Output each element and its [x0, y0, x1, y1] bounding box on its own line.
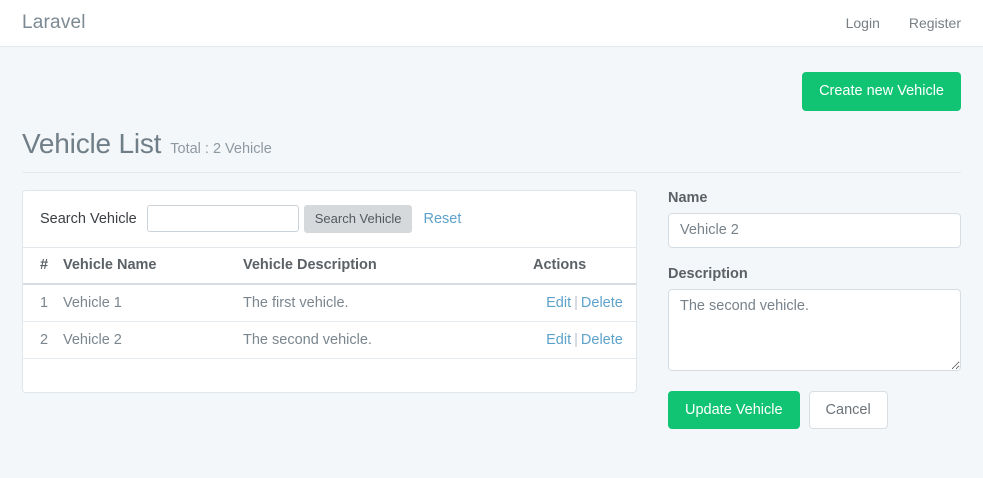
action-separator: |: [574, 294, 578, 311]
description-textarea[interactable]: [668, 288, 961, 371]
vehicle-list-column: Search Vehicle Search Vehicle Reset # Ve…: [22, 189, 637, 393]
search-input[interactable]: [146, 205, 299, 233]
edit-link[interactable]: Edit: [546, 331, 572, 348]
table-body: 1 Vehicle 1 The first vehicle. Edit | Dele…: [23, 283, 636, 359]
table-head: # Vehicle Name Vehicle Description Actio…: [23, 247, 636, 285]
toolbar: Create new Vehicle: [22, 47, 961, 111]
column-header-vehicle-name: Vehicle Name: [63, 247, 243, 285]
cell-vehicle-name: Vehicle 2: [63, 321, 243, 359]
create-new-vehicle-button[interactable]: Create new Vehicle: [802, 72, 961, 111]
navbar-links: Login Register: [846, 15, 961, 31]
edit-link[interactable]: Edit: [546, 294, 572, 311]
cell-vehicle-description: The second vehicle.: [243, 321, 533, 359]
cell-vehicle-description: The first vehicle.: [243, 283, 533, 322]
action-separator: |: [574, 331, 578, 348]
vehicle-form-column: Name Description Update Vehicle Cancel: [668, 189, 961, 429]
description-field-group: Description: [668, 266, 961, 371]
form-actions: Update Vehicle Cancel: [668, 390, 961, 429]
delete-link[interactable]: Delete: [580, 331, 623, 348]
column-header-number: #: [23, 247, 63, 285]
page-content: Create new Vehicle Vehicle List Total : …: [0, 47, 983, 429]
table-header-row: # Vehicle Name Vehicle Description Actio…: [23, 247, 636, 285]
navbar: Laravel Login Register: [0, 0, 983, 47]
update-vehicle-button[interactable]: Update Vehicle: [668, 390, 800, 429]
page-subtitle-total: Total : 2 Vehicle: [170, 140, 272, 157]
content-columns: Search Vehicle Search Vehicle Reset # Ve…: [22, 189, 961, 429]
delete-link[interactable]: Delete: [580, 294, 623, 311]
nav-link-register[interactable]: Register: [908, 15, 961, 31]
vehicle-table: # Vehicle Name Vehicle Description Actio…: [23, 247, 636, 359]
pagination-area: [23, 358, 636, 392]
description-field-label: Description: [668, 265, 748, 282]
page-header: Vehicle List Total : 2 Vehicle: [22, 128, 961, 160]
search-label: Search Vehicle: [40, 210, 137, 227]
cancel-button[interactable]: Cancel: [808, 390, 888, 429]
reset-link[interactable]: Reset: [423, 210, 462, 227]
cell-actions: Edit | Delete: [533, 321, 636, 359]
nav-link-login[interactable]: Login: [845, 15, 880, 31]
cell-actions: Edit | Delete: [533, 283, 636, 322]
brand-logo[interactable]: Laravel: [22, 12, 86, 33]
name-field-label: Name: [668, 189, 708, 206]
table-row: 1 Vehicle 1 The first vehicle. Edit | Dele…: [23, 283, 636, 322]
table-row: 2 Vehicle 2 The second vehicle. Edit | Del…: [23, 321, 636, 359]
page-title: Vehicle List: [22, 127, 162, 159]
column-header-actions: Actions: [533, 247, 636, 285]
search-bar: Search Vehicle Search Vehicle Reset: [23, 191, 636, 248]
column-header-vehicle-description: Vehicle Description: [243, 247, 533, 285]
cell-number: 2: [23, 321, 63, 359]
cell-number: 1: [23, 283, 63, 322]
vehicle-list-card: Search Vehicle Search Vehicle Reset # Ve…: [22, 189, 637, 393]
header-divider: [22, 171, 961, 173]
cell-vehicle-name: Vehicle 1: [63, 283, 243, 322]
search-submit-button[interactable]: Search Vehicle: [303, 204, 413, 233]
name-input[interactable]: [668, 212, 961, 248]
